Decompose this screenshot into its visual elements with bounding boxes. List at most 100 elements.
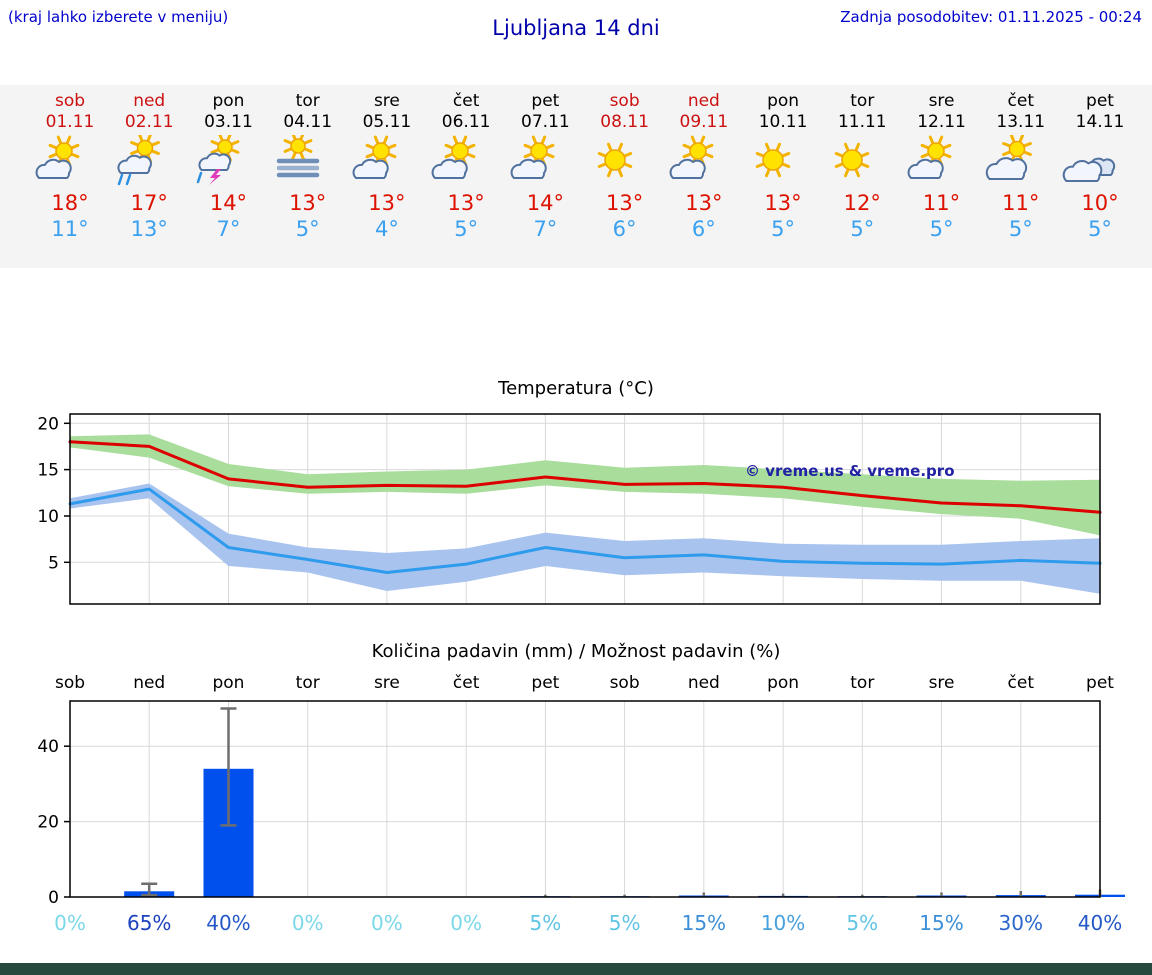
precip-probability: 0% (291, 911, 324, 935)
forecast-day-7: pet 07.11 14° 7° (505, 85, 585, 241)
forecast-day-8: sob 08.11 13° 6° (585, 85, 665, 241)
day-max-temp: 10° (1081, 191, 1119, 215)
day-min-temp: 13° (130, 217, 168, 241)
day-max-temp: 13° (368, 191, 406, 215)
day-max-temp: 13° (685, 191, 723, 215)
svg-text:5: 5 (48, 553, 59, 573)
sun-cloud-icon (426, 135, 506, 189)
sun-cloud-icon (347, 135, 427, 189)
forecast-day-14: pet 14.11 10° 5° (1060, 85, 1140, 241)
day-max-temp: 11° (1002, 191, 1040, 215)
svg-text:20: 20 (37, 813, 59, 833)
forecast-day-4: tor 04.11 13° 5° (268, 85, 348, 241)
precip-day-label: pet (531, 673, 560, 693)
day-date: 07.11 (521, 112, 570, 132)
precip-probability: 40% (206, 911, 251, 935)
sun-cloud-big-icon (981, 135, 1061, 189)
precip-day-label: pon (212, 673, 245, 693)
day-date: 10.11 (758, 112, 808, 132)
day-min-temp: 11° (51, 217, 89, 241)
day-date: 03.11 (204, 112, 253, 132)
day-min-temp: 7° (533, 217, 558, 241)
temperature-chart-title: Temperatura (°C) (498, 378, 654, 399)
last-update-text: Zadnja posodobitev: 01.11.2025 - 00:24 (840, 8, 1142, 26)
day-date: 11.11 (837, 112, 887, 132)
forecast-day-2: ned 02.11 17° 13° (109, 85, 189, 241)
day-min-temp: 6° (691, 217, 716, 241)
day-min-temp: 5° (929, 217, 954, 241)
temperature-chart-wrap: 5 10 15 20 © vreme.us & vreme.pro (0, 406, 1152, 611)
svg-text:40: 40 (37, 737, 59, 757)
day-max-temp: 18° (51, 191, 89, 215)
day-date: 02.11 (124, 112, 174, 132)
day-min-temp: 6° (612, 217, 637, 241)
watermark: © vreme.us & vreme.pro (745, 462, 955, 480)
precip-day-label: pon (767, 673, 800, 693)
precip-probability: 0% (450, 911, 482, 935)
day-name: sre (928, 91, 955, 111)
precip-day-label: čet (452, 673, 480, 693)
precip-day-label: sre (373, 673, 400, 693)
day-date: 14.11 (1075, 112, 1125, 132)
temperature-chart: 5 10 15 20 (37, 413, 1102, 605)
forecast-day-5: sre 05.11 13° 4° (347, 85, 427, 241)
cloudy-icon (1060, 135, 1140, 189)
forecast-day-9: ned 09.11 13° 6° (664, 85, 744, 241)
day-max-temp: 14° (526, 191, 564, 215)
day-min-temp: 5° (1008, 217, 1033, 241)
day-date: 05.11 (362, 112, 412, 132)
day-name: ned (133, 91, 166, 111)
forecast-day-1: sob 01.11 18° 11° (30, 85, 110, 241)
forecast-day-3: pon 03.11 14° 7° (188, 85, 268, 241)
precip-day-label: ned (133, 673, 166, 693)
svg-text:15: 15 (37, 461, 59, 481)
day-date: 13.11 (996, 112, 1046, 132)
day-name: sob (54, 91, 86, 111)
precip-probability: 10% (760, 911, 806, 935)
forecast-day-13: čet 13.11 11° 5° (981, 85, 1061, 241)
sun-icon (585, 135, 665, 189)
day-min-temp: 7° (216, 217, 241, 241)
day-max-temp: 12° (843, 191, 881, 215)
precip-probability: 40% (1077, 911, 1123, 935)
precip-day-label: sob (609, 673, 640, 693)
precip-day-labels: sob ned pon tor sre čet pet sob ned pon tor sre čet p… (0, 669, 1152, 697)
day-name: tor (850, 91, 875, 111)
day-min-temp: 4° (374, 217, 399, 241)
sun-cloud-icon (30, 135, 110, 189)
precip-day-label: tor (850, 673, 875, 693)
precip-probability: 0% (54, 911, 86, 935)
precip-probability: 5% (846, 911, 879, 935)
precip-probability: 5% (608, 911, 641, 935)
precip-probabilities: 0% 65% 40% 0% 0% 0% 5% 5% 15% 10% 5% 15% 30% 40% (0, 909, 1152, 941)
rain-shower-icon (109, 135, 189, 189)
svg-text:20: 20 (37, 414, 59, 434)
day-min-temp: 5° (850, 217, 875, 241)
precip-probability: 5% (529, 911, 562, 935)
menu-hint: (kraj lahko izberete v meniju) (8, 8, 229, 26)
page-title: Ljubljana 14 dni (492, 16, 660, 40)
day-name: pet (1086, 91, 1114, 111)
day-max-temp: 13° (447, 191, 485, 215)
precip-chart-title: Količina padavin (mm) / Možnost padavin … (371, 641, 781, 662)
day-max-temp: 13° (605, 191, 644, 215)
day-date: 06.11 (441, 112, 491, 132)
precip-day-label: tor (295, 673, 320, 693)
precip-day-label: ned (687, 673, 720, 693)
day-date: 01.11 (45, 112, 95, 132)
fog-icon (268, 135, 348, 189)
forecast-strip: sob 01.11 18° 11° ned 02.11 17° 13° pon 03.11 14° 7… (0, 85, 1152, 268)
sun-cloud-icon (902, 135, 982, 189)
precip-probability: 15% (681, 911, 727, 935)
day-max-temp: 14° (209, 191, 248, 215)
precip-probability: 0% (371, 911, 403, 935)
page-header: (kraj lahko izberete v meniju) Ljubljana… (0, 0, 1152, 85)
precip-probability: 65% (126, 911, 172, 935)
sun-cloud-icon (664, 135, 744, 189)
forecast-day-11: tor 11.11 12° 5° (822, 85, 902, 241)
day-name: ned (687, 91, 720, 111)
svg-text:0: 0 (48, 888, 59, 908)
day-max-temp: 17° (130, 191, 168, 215)
day-max-temp: 11° (922, 191, 961, 215)
day-name: čet (1007, 91, 1034, 111)
